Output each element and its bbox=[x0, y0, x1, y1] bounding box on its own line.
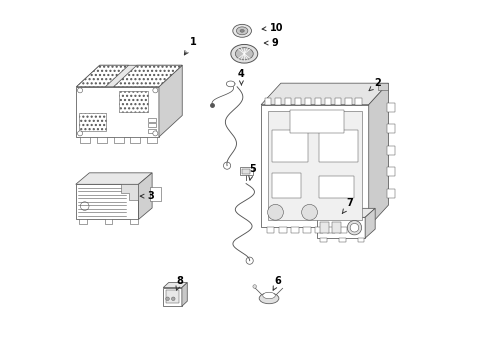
Bar bbox=[272, 130, 308, 162]
Circle shape bbox=[347, 221, 362, 235]
Bar bbox=[351, 226, 359, 233]
Bar bbox=[148, 129, 156, 133]
Bar bbox=[272, 173, 300, 198]
Ellipse shape bbox=[263, 292, 275, 299]
Bar bbox=[318, 176, 354, 198]
Bar bbox=[150, 186, 161, 201]
Text: 1: 1 bbox=[184, 37, 196, 55]
Bar bbox=[388, 103, 394, 112]
Ellipse shape bbox=[236, 27, 248, 35]
Polygon shape bbox=[163, 283, 187, 288]
Ellipse shape bbox=[259, 293, 279, 304]
Bar bbox=[130, 137, 140, 143]
Bar bbox=[148, 118, 156, 122]
Bar bbox=[104, 220, 113, 224]
Bar bbox=[290, 110, 343, 134]
Circle shape bbox=[253, 285, 256, 288]
Bar bbox=[315, 226, 323, 233]
Polygon shape bbox=[76, 65, 129, 87]
Polygon shape bbox=[76, 87, 159, 137]
Bar bbox=[327, 226, 335, 233]
Ellipse shape bbox=[235, 48, 253, 60]
Bar bbox=[291, 226, 298, 233]
Polygon shape bbox=[76, 65, 182, 87]
Polygon shape bbox=[368, 83, 389, 226]
Ellipse shape bbox=[231, 44, 258, 63]
Bar bbox=[318, 130, 358, 162]
Bar bbox=[303, 226, 311, 233]
Bar bbox=[97, 137, 107, 143]
Bar bbox=[166, 291, 179, 303]
Polygon shape bbox=[317, 217, 365, 238]
Polygon shape bbox=[159, 65, 182, 137]
Bar bbox=[268, 111, 362, 220]
Text: 6: 6 bbox=[273, 276, 281, 290]
Text: 8: 8 bbox=[176, 276, 183, 290]
Bar bbox=[388, 167, 394, 176]
Text: 4: 4 bbox=[238, 69, 245, 85]
Polygon shape bbox=[114, 65, 182, 87]
Bar bbox=[79, 220, 87, 224]
Bar bbox=[275, 98, 281, 105]
Polygon shape bbox=[121, 184, 139, 200]
Circle shape bbox=[268, 204, 283, 220]
Bar bbox=[355, 98, 362, 105]
Bar bbox=[339, 238, 345, 242]
Bar bbox=[358, 238, 364, 242]
Polygon shape bbox=[163, 288, 182, 306]
Bar bbox=[345, 98, 351, 105]
Bar bbox=[148, 123, 156, 127]
Bar bbox=[315, 98, 321, 105]
Polygon shape bbox=[182, 283, 187, 306]
Bar bbox=[279, 226, 287, 233]
Bar bbox=[265, 98, 271, 105]
Polygon shape bbox=[139, 173, 152, 220]
Bar bbox=[388, 146, 394, 155]
Bar bbox=[267, 226, 274, 233]
Bar bbox=[339, 226, 347, 233]
Bar bbox=[285, 98, 291, 105]
Polygon shape bbox=[76, 184, 139, 220]
Bar bbox=[79, 113, 106, 131]
Circle shape bbox=[77, 131, 82, 136]
Circle shape bbox=[172, 297, 175, 301]
Bar bbox=[147, 137, 157, 143]
Bar bbox=[80, 137, 90, 143]
Bar bbox=[120, 91, 148, 112]
Circle shape bbox=[350, 224, 359, 232]
Text: 7: 7 bbox=[343, 198, 353, 213]
Text: 5: 5 bbox=[249, 164, 256, 180]
Bar bbox=[130, 220, 138, 224]
Polygon shape bbox=[76, 173, 152, 184]
Bar bbox=[335, 98, 342, 105]
Bar bbox=[325, 98, 331, 105]
Circle shape bbox=[302, 204, 318, 220]
Bar bbox=[240, 167, 252, 175]
Bar bbox=[388, 125, 394, 134]
Bar bbox=[378, 83, 389, 90]
Text: 2: 2 bbox=[369, 78, 381, 91]
Bar bbox=[295, 98, 301, 105]
Bar bbox=[305, 98, 311, 105]
Text: 9: 9 bbox=[264, 38, 278, 48]
Circle shape bbox=[153, 88, 158, 93]
Text: 3: 3 bbox=[140, 191, 154, 201]
Bar bbox=[332, 222, 341, 233]
Bar bbox=[320, 222, 329, 233]
Circle shape bbox=[153, 131, 158, 136]
Bar bbox=[320, 238, 327, 242]
Circle shape bbox=[166, 297, 170, 301]
Bar bbox=[114, 137, 123, 143]
Bar bbox=[388, 189, 394, 198]
Polygon shape bbox=[365, 208, 375, 238]
Polygon shape bbox=[317, 208, 375, 217]
Ellipse shape bbox=[233, 24, 251, 37]
Polygon shape bbox=[261, 83, 389, 105]
Bar bbox=[242, 169, 250, 174]
Polygon shape bbox=[261, 105, 368, 226]
Circle shape bbox=[77, 88, 82, 93]
Ellipse shape bbox=[240, 30, 245, 32]
Text: 10: 10 bbox=[262, 23, 283, 33]
